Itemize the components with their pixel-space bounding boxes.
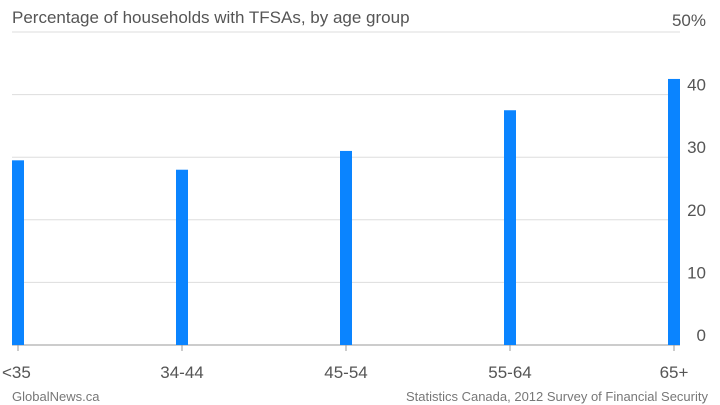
x-tick-label: 65+ bbox=[660, 363, 689, 382]
data-source: Statistics Canada, 2012 Survey of Financ… bbox=[405, 389, 708, 404]
x-tick-label: <35 bbox=[2, 363, 31, 382]
y-tick-label: 30 bbox=[687, 138, 706, 157]
y-tick-label: 0 bbox=[697, 326, 706, 345]
y-tick-label: 10 bbox=[687, 263, 706, 282]
source-brand: GlobalNews.ca bbox=[12, 389, 100, 404]
y-tick-label: 50% bbox=[672, 11, 706, 30]
bar bbox=[12, 160, 24, 345]
chart-title: Percentage of households with TFSAs, by … bbox=[12, 8, 410, 27]
bar bbox=[176, 169, 188, 345]
y-tick-label: 20 bbox=[687, 201, 706, 220]
y-tick-label: 40 bbox=[687, 76, 706, 95]
x-tick-label: 55-64 bbox=[488, 363, 531, 382]
x-tick-label: 45-54 bbox=[324, 363, 367, 382]
bar bbox=[504, 110, 516, 345]
bar bbox=[668, 78, 680, 345]
bar bbox=[340, 150, 352, 345]
x-tick-label: 34-44 bbox=[160, 363, 203, 382]
